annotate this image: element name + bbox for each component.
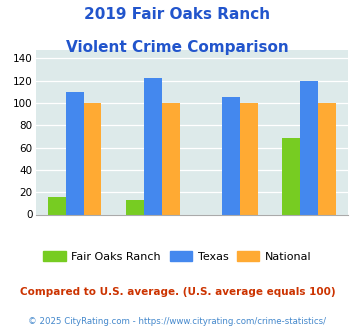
Bar — [222, 97, 240, 214]
Bar — [300, 81, 318, 214]
Text: Violent Crime Comparison: Violent Crime Comparison — [66, 40, 289, 54]
Legend: Fair Oaks Ranch, Texas, National: Fair Oaks Ranch, Texas, National — [39, 247, 316, 266]
Bar — [144, 79, 162, 214]
Bar — [318, 103, 336, 214]
Text: © 2025 CityRating.com - https://www.cityrating.com/crime-statistics/: © 2025 CityRating.com - https://www.city… — [28, 317, 327, 326]
Bar — [48, 197, 66, 214]
Text: Compared to U.S. average. (U.S. average equals 100): Compared to U.S. average. (U.S. average … — [20, 287, 335, 297]
Bar — [126, 200, 144, 214]
Bar — [83, 103, 102, 214]
Bar — [162, 103, 180, 214]
Text: 2019 Fair Oaks Ranch: 2019 Fair Oaks Ranch — [84, 7, 271, 21]
Bar — [282, 138, 300, 214]
Bar — [240, 103, 258, 214]
Bar — [66, 92, 83, 214]
